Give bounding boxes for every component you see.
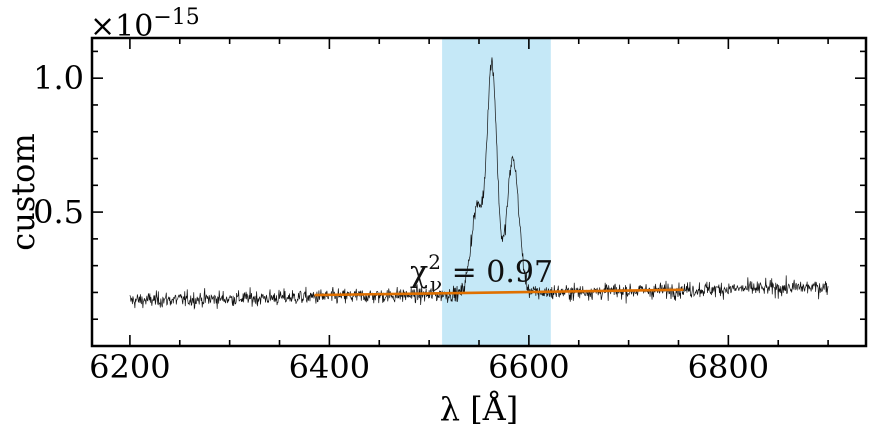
svg-text:×10−15: ×10−15 — [90, 5, 200, 44]
svg-text:χ2ν = 0.97: χ2 ν = 0.97 — [410, 250, 553, 296]
x-tick-label: 6200 — [89, 348, 170, 386]
annotation-main: χ — [410, 255, 428, 290]
x-tick-label: 6400 — [289, 348, 370, 386]
y-tick-labels: 0.5 1.0 — [33, 59, 84, 231]
y-axis-label: custom — [4, 133, 42, 250]
y-scale-exponent: −15 — [153, 5, 199, 30]
x-axis-label: λ [Å] — [440, 390, 519, 428]
y-scale-factor-base: ×10 — [90, 9, 153, 44]
annotation-value: = 0.97 — [442, 255, 553, 290]
annotation-superscript: 2 — [428, 250, 441, 274]
x-tick-labels: 6200 6400 6600 6800 — [89, 348, 769, 386]
chi-square-annotation: χ2 ν = 0.97 — [410, 250, 553, 296]
x-tick-label: 6800 — [688, 348, 769, 386]
continuum-fit-line — [314, 288, 684, 297]
y-scale-factor: ×10−15 — [90, 5, 200, 44]
x-tick-label: 6600 — [488, 348, 569, 386]
annotation-subscript: ν — [430, 272, 442, 296]
y-tick-label: 0.5 — [33, 193, 84, 231]
highlight-band — [442, 38, 551, 346]
axis-ticks — [92, 38, 866, 346]
spectrum-line — [129, 57, 829, 310]
y-tick-label: 1.0 — [33, 59, 84, 97]
plot-area — [129, 38, 829, 346]
